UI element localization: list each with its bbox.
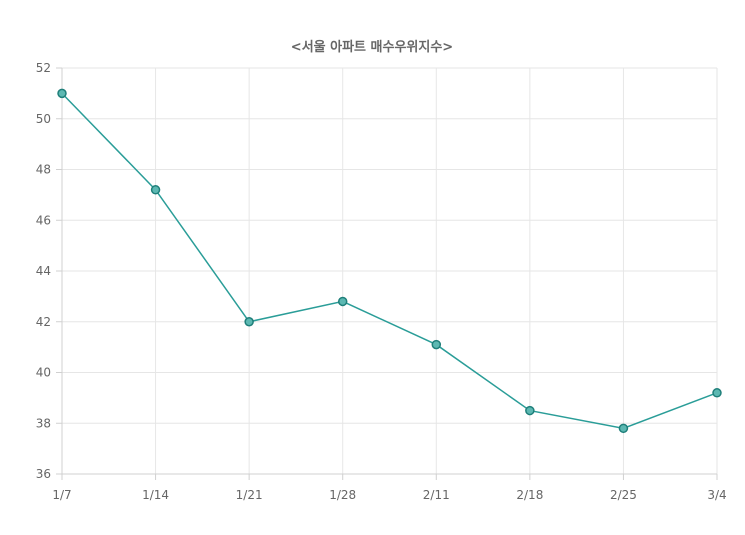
- data-point: [712, 388, 722, 398]
- data-point: [57, 88, 67, 99]
- x-tick-label: 1/28: [329, 488, 356, 502]
- x-tick-labels: 1/7 1/14 1/21 1/28 2/11 2/18 2/25 3/4: [52, 488, 726, 502]
- data-point: [337, 296, 348, 307]
- data-series: [57, 88, 722, 434]
- y-tick-label: 46: [36, 213, 51, 227]
- y-tick-label: 42: [36, 315, 51, 329]
- y-tick-labels: 36 38 40 42 44 46 48 50 52: [36, 61, 51, 481]
- data-point: [525, 405, 535, 416]
- y-tick-label: 52: [36, 61, 51, 75]
- x-tick-label: 1/14: [142, 488, 169, 502]
- x-tick-label: 3/4: [707, 488, 726, 502]
- y-tick-label: 36: [36, 467, 51, 481]
- data-point: [150, 185, 161, 195]
- series-line: [61, 92, 718, 430]
- y-tick-label: 50: [36, 112, 51, 126]
- data-point: [618, 423, 629, 434]
- axes: [56, 67, 718, 480]
- x-tick-label: 2/25: [610, 488, 637, 502]
- y-tick-label: 44: [36, 264, 51, 278]
- x-tick-label: 1/21: [236, 488, 263, 502]
- data-point: [244, 317, 254, 327]
- x-tick-label: 2/18: [516, 488, 543, 502]
- x-tick-label: 2/11: [423, 488, 450, 502]
- y-tick-label: 40: [36, 366, 51, 380]
- chart-title: <서울 아파트 매수우위지수>: [291, 39, 453, 55]
- y-tick-label: 38: [36, 416, 51, 430]
- grid-lines: [61, 67, 718, 475]
- x-tick-label: 1/7: [52, 488, 71, 502]
- data-point: [431, 339, 442, 350]
- y-tick-label: 48: [36, 163, 51, 177]
